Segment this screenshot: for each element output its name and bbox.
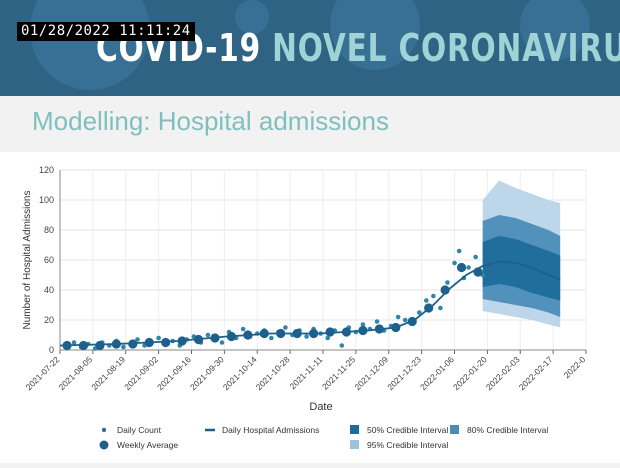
legend-label: 50% Credible Interval <box>367 425 448 435</box>
x-tick-label: 2021-09-30 <box>188 354 226 392</box>
daily-count-point <box>283 325 288 330</box>
x-tick-label: 2022-02-17 <box>517 354 555 392</box>
daily-count-point <box>156 335 161 341</box>
x-tick-label: 2022-01-20 <box>451 354 489 392</box>
legend-daily-count-icon <box>101 427 107 433</box>
weekly-average-point <box>407 316 417 327</box>
weekly-average-point <box>78 340 89 351</box>
daily-count-point <box>438 305 443 311</box>
daily-count-point <box>416 310 422 315</box>
y-tick-label: 40 <box>44 285 54 295</box>
x-tick-label: 2021-08-19 <box>89 354 127 392</box>
weekly-average-point <box>440 285 450 295</box>
daily-count-point <box>456 248 462 254</box>
x-tick-label: 2021-07-22 <box>24 354 62 392</box>
weekly-average-point <box>473 267 483 277</box>
daily-count-point <box>395 314 401 320</box>
x-tick-label: 2022-0 <box>562 354 588 380</box>
daily-count-point <box>219 340 225 345</box>
weekly-average-point <box>292 328 302 339</box>
daily-count-point <box>339 343 345 348</box>
daily-count-point <box>424 298 429 303</box>
legend-label: Weekly Average <box>117 440 178 450</box>
x-tick-label: 2021-12-23 <box>385 354 423 392</box>
y-tick-label: 80 <box>44 225 54 235</box>
y-tick-label: 0 <box>49 345 54 355</box>
daily-count-point <box>71 340 77 345</box>
weekly-average-point <box>358 325 368 336</box>
hospital-admissions-chart: 0204060801001202021-07-222021-08-052021-… <box>22 165 588 450</box>
x-tick-label: 2022-01-06 <box>418 354 456 392</box>
y-tick-label: 100 <box>39 195 54 205</box>
weekly-average-point <box>210 333 220 343</box>
weekly-average-point <box>341 327 352 337</box>
x-tick-label: 2021-10-28 <box>254 354 292 392</box>
weekly-average-point <box>325 327 335 337</box>
legend-swatch-icon <box>450 425 459 434</box>
legend-swatch-icon <box>350 440 359 449</box>
weekly-average-point <box>95 340 105 351</box>
video-timestamp: 01/28/2022 11:11:24 <box>17 22 195 41</box>
x-tick-label: 2021-09-02 <box>122 354 160 392</box>
weekly-average-point <box>193 334 204 345</box>
x-tick-label: 2021-08-05 <box>56 354 94 392</box>
weekly-average-point <box>144 337 154 348</box>
header-banner: COVID-19 NOVEL CORONAVIRUS 01/28/2022 11… <box>0 0 620 96</box>
chart-panel: 0 20 40 60 80 100 120 2021-07-22 2021-08-05 2021-… <box>0 152 620 463</box>
x-tick-label: 2022-02-03 <box>484 354 522 392</box>
daily-count-point <box>452 260 457 266</box>
weekly-average-point <box>391 322 401 333</box>
daily-count-point <box>135 337 140 342</box>
x-tick-label: 2021-12-09 <box>352 354 390 392</box>
daily-count-point <box>466 265 471 270</box>
x-tick-label: 2021-11-25 <box>320 354 358 392</box>
weekly-average-point <box>374 324 384 334</box>
daily-count-point <box>269 335 274 341</box>
weekly-average-point <box>309 328 319 339</box>
x-axis-label: Date <box>309 401 332 413</box>
x-tick-label: 2021-09-16 <box>155 354 193 392</box>
daily-count-point <box>360 322 366 327</box>
y-tick-label: 20 <box>44 315 54 325</box>
x-tick-label: 2021-11-11 <box>287 354 324 391</box>
weekly-average-point <box>62 340 72 351</box>
page-subtitle: Modelling: Hospital admissions <box>32 106 389 136</box>
legend-label: 80% Credible Interval <box>467 425 548 435</box>
daily-count-point <box>240 326 246 332</box>
y-tick-label: 120 <box>39 165 54 175</box>
weekly-average-point <box>259 328 269 339</box>
daily-count-point <box>402 317 408 323</box>
legend-label: Daily Hospital Admissions <box>222 425 319 435</box>
daily-count-point <box>121 344 126 350</box>
y-tick-label: 60 <box>44 255 54 265</box>
weekly-average-point <box>456 262 467 273</box>
x-tick-label: 2021-10-14 <box>221 354 259 392</box>
legend-swatch-icon <box>350 425 359 434</box>
virus-decoration-icon <box>520 0 590 60</box>
daily-count-point <box>445 280 450 285</box>
legend-label: Daily Count <box>117 425 162 435</box>
daily-count-point <box>374 319 380 324</box>
weekly-average-point <box>243 330 253 340</box>
virus-decoration-icon <box>235 0 269 34</box>
weekly-average-point <box>128 339 138 349</box>
weekly-average-point <box>276 328 286 339</box>
y-axis-label: Number of Hospital Admissions <box>22 191 33 330</box>
daily-count-point <box>205 332 211 338</box>
weekly-average-point <box>177 336 187 346</box>
daily-count-point <box>473 254 478 260</box>
daily-count-point <box>431 293 436 299</box>
weekly-average-point <box>161 337 171 348</box>
weekly-average-point <box>226 331 237 342</box>
virus-decoration-icon <box>330 0 420 70</box>
weekly-average-point <box>424 303 434 313</box>
legend-label: 95% Credible Interval <box>367 440 448 450</box>
legend-weekly-average-icon <box>99 440 109 450</box>
ci50-band <box>482 236 561 301</box>
weekly-average-point <box>111 339 121 349</box>
daily-count-point <box>325 335 330 341</box>
banner-title-accent: NOVEL CORONAVIRUS <box>272 26 620 70</box>
daily-count-point <box>304 334 309 339</box>
